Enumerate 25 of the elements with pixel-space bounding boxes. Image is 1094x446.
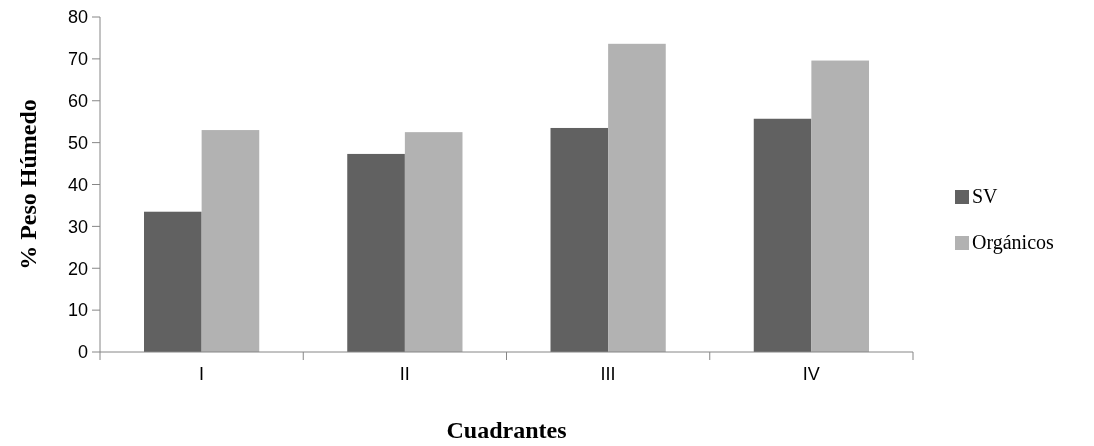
x-tick-label: III xyxy=(600,364,616,384)
bar xyxy=(347,153,405,352)
y-tick-label: 10 xyxy=(67,300,88,321)
x-axis-title: Cuadrantes xyxy=(446,417,567,443)
bar xyxy=(144,211,202,352)
bar xyxy=(811,60,869,352)
x-tick-label: II xyxy=(399,364,410,384)
y-tick-label: 80 xyxy=(67,7,88,28)
y-tick-label: 20 xyxy=(67,258,88,279)
bar xyxy=(201,130,260,352)
y-tick-label: 40 xyxy=(67,174,88,195)
y-tick-label: 70 xyxy=(67,49,88,70)
bar xyxy=(550,127,609,352)
y-tick-label: 50 xyxy=(67,132,88,153)
y-tick-label: 0 xyxy=(77,342,88,363)
x-tick-label: IV xyxy=(802,364,820,384)
y-tick-label: 60 xyxy=(67,91,88,112)
bar xyxy=(404,132,463,352)
y-axis-title: % Peso Húmedo xyxy=(15,99,41,270)
bar xyxy=(608,43,666,352)
y-tick-label: 30 xyxy=(67,216,88,237)
legend-label: SV xyxy=(972,185,999,207)
bar xyxy=(753,118,812,352)
x-tick-label: I xyxy=(199,364,205,384)
legend-label: Orgánicos xyxy=(972,231,1055,254)
